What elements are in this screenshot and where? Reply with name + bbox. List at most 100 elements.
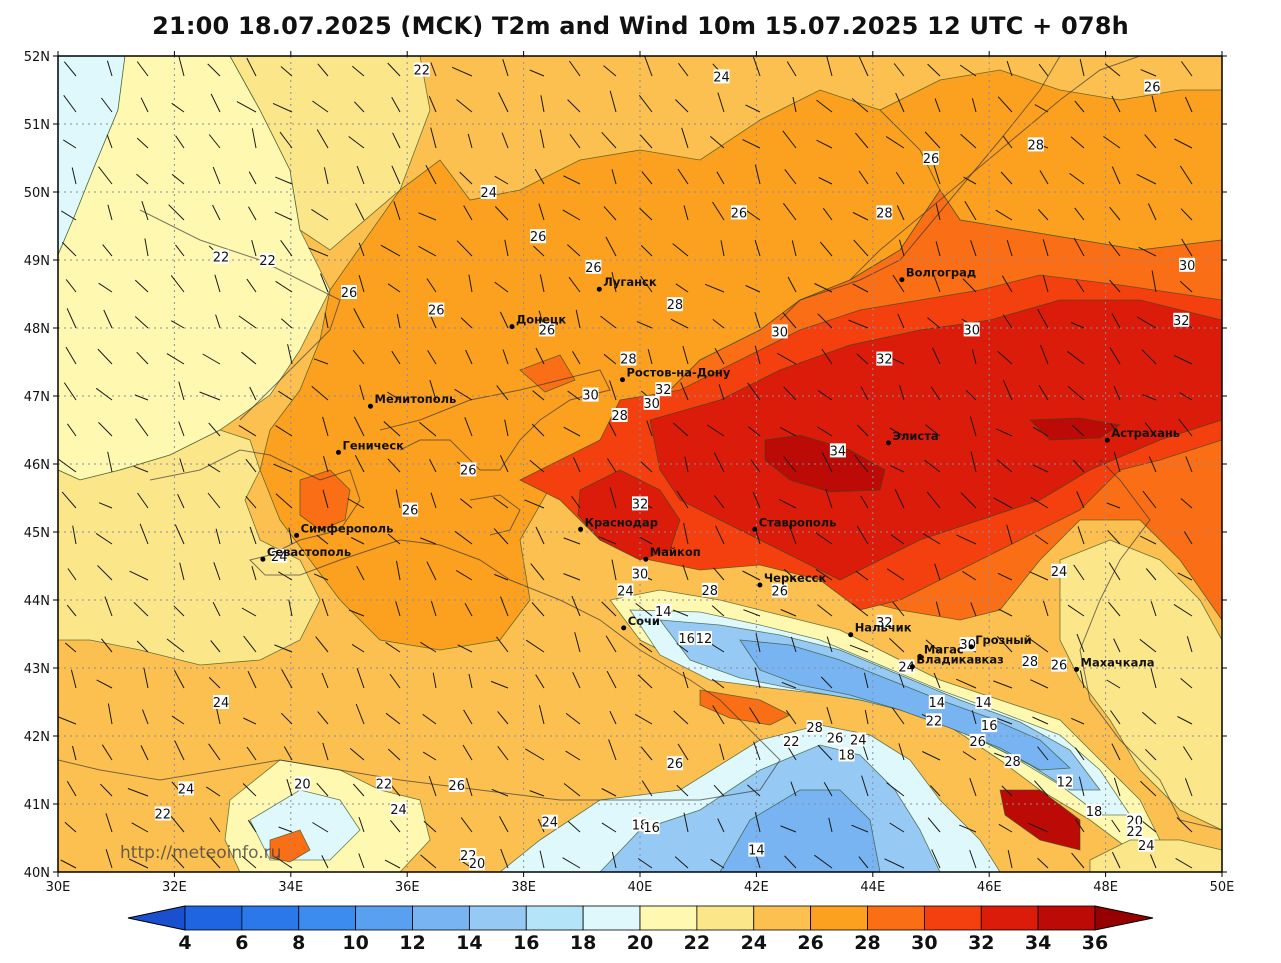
isotherm-label-bg — [213, 249, 229, 264]
wind-barb — [826, 636, 833, 653]
isotherm-value: 24 — [1138, 839, 1155, 854]
wind-barb — [216, 708, 221, 725]
wind-barb — [858, 170, 869, 185]
wind-barb — [101, 97, 113, 113]
isotherm-value: 34 — [830, 444, 847, 459]
wind-barb — [63, 382, 77, 401]
wind-barb — [95, 387, 113, 401]
wind-barb — [1185, 456, 1193, 473]
wind-barb — [647, 349, 653, 365]
wind-barb — [208, 134, 221, 149]
wind-barb — [605, 236, 617, 257]
caspian-coast — [1079, 459, 1222, 831]
isotherm-label: 26 — [827, 730, 843, 746]
wind-barb — [747, 426, 761, 437]
wind-barb — [1144, 422, 1157, 437]
wind-barb — [1178, 418, 1193, 437]
city-marker: Астрахань — [1104, 426, 1180, 443]
wind-barb — [174, 740, 185, 761]
wind-barb — [532, 390, 545, 401]
wind-barb — [208, 677, 221, 689]
wind-barb — [96, 679, 113, 689]
isotherm-value: 28 — [620, 353, 637, 368]
isotherm-label: 20 — [469, 856, 486, 872]
isotherm-label: 22 — [783, 733, 800, 750]
wind-barb — [684, 456, 689, 473]
wind-barb — [1030, 496, 1049, 509]
colorbar-segment — [753, 905, 812, 931]
wind-barb — [420, 854, 437, 869]
isotherm-label-bg — [925, 713, 942, 728]
wind-barb — [752, 56, 761, 77]
wind-barb — [1032, 426, 1049, 437]
lon-tick-label: 48E — [1093, 880, 1118, 895]
lat-tick-label: 41N — [24, 798, 50, 813]
city-marker: Волгоград — [899, 266, 976, 283]
wind-barb — [1110, 423, 1121, 437]
wind-barb — [395, 601, 401, 617]
wind-barb — [323, 167, 329, 185]
wind-barb — [1111, 313, 1121, 329]
wind-barb — [95, 532, 113, 545]
wind-barb — [742, 139, 761, 149]
city-dot — [260, 556, 266, 562]
isotherm-label: 26 — [428, 302, 445, 319]
wind-barb — [1070, 322, 1085, 329]
wind-barb — [420, 641, 437, 653]
wind-barb — [891, 707, 905, 725]
wind-barb — [72, 745, 77, 761]
lon-tick-label: 36E — [395, 880, 420, 895]
wind-barb — [61, 491, 77, 509]
isotherm-value: 20 — [469, 857, 486, 872]
wind-barb — [1151, 270, 1157, 293]
wind-barb — [389, 673, 401, 689]
wind-barb — [816, 139, 833, 149]
wind-barb — [358, 242, 365, 257]
wind-barb — [538, 705, 545, 725]
isotherm-value: 12 — [696, 632, 713, 647]
wind-barb — [1140, 780, 1157, 797]
wind-barb — [755, 530, 761, 545]
wind-barb — [605, 635, 617, 653]
wind-barb — [1073, 237, 1085, 257]
wind-barb — [997, 350, 1013, 365]
isotherm-value: 16 — [981, 719, 998, 734]
lat-tick-label: 48N — [24, 322, 50, 337]
city-dot — [917, 653, 923, 659]
wind-barb — [1042, 239, 1049, 257]
wind-barb — [1030, 679, 1049, 689]
wind-barb — [1103, 135, 1121, 149]
isotherm-value: 14 — [655, 605, 672, 620]
region-34-36-kalmyk — [764, 434, 886, 493]
wind-barb — [387, 62, 401, 77]
wind-barb — [107, 204, 113, 221]
wind-barb — [496, 385, 509, 401]
wind-barb — [353, 101, 365, 113]
wind-barb — [531, 423, 545, 437]
wind-barb — [681, 127, 689, 149]
wind-barb — [535, 674, 545, 689]
wind-barb — [133, 601, 149, 617]
wind-barb — [934, 98, 941, 113]
isotherm-label-bg — [981, 718, 998, 733]
wind-barb — [823, 782, 833, 797]
city-name: Мелитополь — [375, 392, 457, 406]
wind-barb — [494, 281, 509, 293]
wind-barb — [246, 57, 257, 77]
wind-barb — [1142, 490, 1157, 509]
wind-barb — [427, 350, 437, 365]
wind-barb — [455, 569, 473, 581]
wind-barb — [1039, 170, 1049, 185]
wind-barb — [683, 812, 689, 833]
wind-barb — [101, 744, 113, 761]
lon-tick-label: 32E — [162, 880, 187, 895]
wind-barb — [419, 422, 437, 437]
wind-barb — [494, 175, 509, 185]
wind-barb — [275, 280, 293, 293]
wind-barb — [683, 522, 689, 545]
isotherm-label: 32 — [655, 382, 672, 398]
wind-barb — [1074, 207, 1085, 221]
wind-barb — [755, 633, 761, 653]
wind-barb — [178, 56, 185, 77]
isotherm-label: 26 — [402, 502, 418, 519]
